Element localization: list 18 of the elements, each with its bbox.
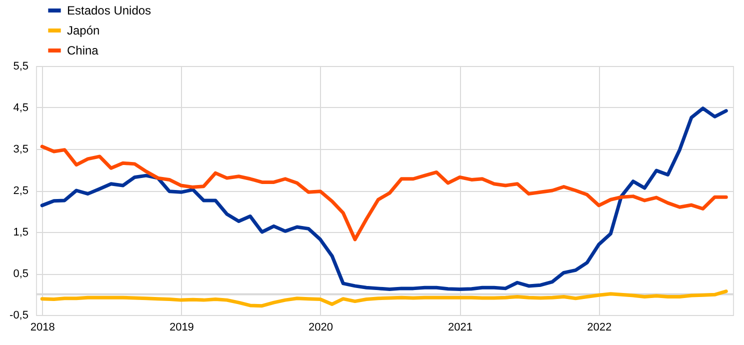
x-tick-label: 2020 [308,322,334,334]
y-tick-label: -0,5 [10,310,28,322]
y-tick-label: 0,5 [13,268,28,280]
line-series [40,144,728,242]
line-series [40,290,728,308]
x-tick-label: 2019 [169,322,194,334]
y-tick-label: 1,5 [13,226,28,238]
x-tick-label: 2018 [30,322,55,334]
legend-label: Japón [67,24,100,38]
legend-label: Estados Unidos [67,4,152,18]
legend-label: China [67,44,99,58]
y-tick-label: 3,5 [13,144,28,156]
x-tick-label: 2022 [587,322,612,334]
x-tick-label: 2021 [448,322,473,334]
y-tick-label: 2,5 [13,185,28,197]
y-tick-label: 4,5 [13,102,28,114]
line-series [40,106,728,292]
y-tick-label: 5,5 [13,60,28,72]
